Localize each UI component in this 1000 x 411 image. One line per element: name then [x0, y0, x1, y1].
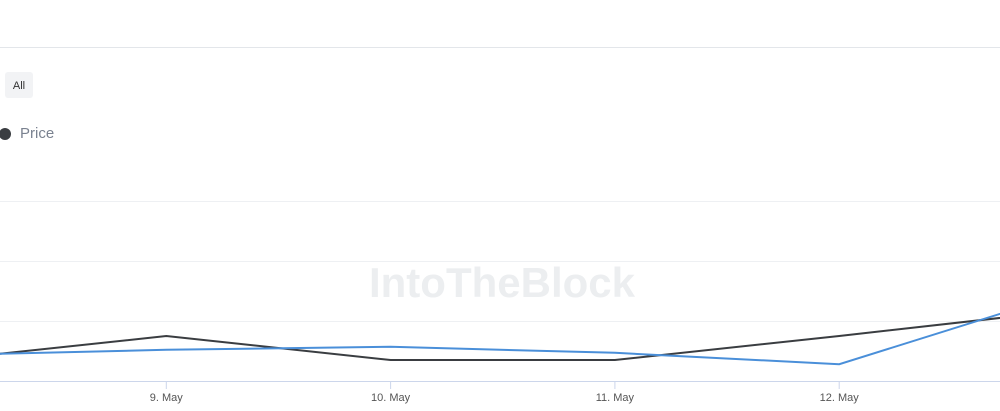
series-line [0, 316, 1000, 361]
watermark: IntoTheBlock [369, 259, 636, 306]
range-button-label[interactable]: All [13, 80, 25, 92]
range-button[interactable] [5, 72, 33, 98]
x-tick-label: 12. May [820, 392, 860, 404]
legend-label[interactable]: Price [20, 125, 54, 142]
x-tick-label: 9. May [150, 392, 184, 404]
series-line [0, 312, 1000, 366]
x-tick-label: 11. May [596, 392, 635, 404]
legend-marker [0, 128, 11, 140]
x-tick-label: 10. May [371, 392, 411, 404]
